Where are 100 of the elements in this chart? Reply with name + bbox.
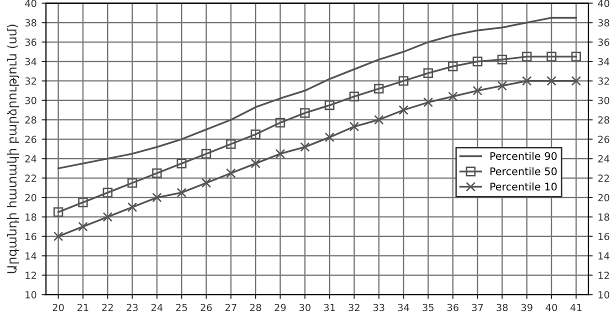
- y2-tick-label: 14: [598, 252, 610, 260]
- x-tick-label: 20: [52, 304, 64, 312]
- y-tick-label: 26: [25, 136, 36, 144]
- y2-tick-label: 24: [598, 155, 610, 162]
- point: [423, 68, 434, 78]
- x-tick-label: 33: [373, 304, 384, 312]
- point: [349, 92, 360, 102]
- point: [250, 129, 260, 140]
- point: [448, 61, 458, 72]
- point: [398, 105, 408, 115]
- y2-tick-label: 26: [598, 136, 610, 144]
- point: [374, 84, 384, 94]
- x-tick-label: 25: [176, 304, 187, 312]
- y-tick-label: 22: [25, 174, 36, 182]
- y-tick-label: 38: [25, 19, 36, 26]
- point: [275, 148, 286, 159]
- point: [201, 178, 212, 188]
- y2-tick-label: 18: [598, 213, 610, 221]
- y2-tick-label: 10: [598, 291, 610, 298]
- x-tick-label: 21: [77, 304, 88, 312]
- x-tick-label: 23: [126, 304, 138, 312]
- point: [324, 100, 334, 110]
- point: [522, 76, 532, 86]
- legend-label: Percentile 50: [490, 167, 557, 176]
- y2-tick-label: 28: [598, 116, 610, 124]
- y-tick-label: 30: [25, 96, 36, 104]
- legend-label: Percentile 10: [490, 182, 557, 191]
- y2-tick-label: 38: [598, 19, 610, 26]
- point: [546, 76, 556, 86]
- y2-tick-label: 40: [598, 0, 610, 8]
- point: [448, 92, 458, 102]
- point: [423, 97, 434, 108]
- point: [102, 188, 112, 198]
- x-tick-label: 29: [274, 304, 286, 312]
- point: [571, 52, 582, 62]
- point: [522, 52, 532, 62]
- point: [497, 54, 508, 64]
- y-tick-label: 40: [25, 0, 36, 8]
- point: [226, 139, 236, 149]
- point: [53, 207, 64, 217]
- y-tick-label: 28: [25, 116, 36, 124]
- point: [127, 202, 138, 212]
- point: [472, 56, 482, 66]
- y-tick-label: 34: [25, 58, 36, 66]
- x-tick-label: 28: [250, 304, 262, 312]
- y-tick-label: 18: [26, 213, 36, 221]
- x-tick-label: 24: [151, 304, 163, 312]
- x-tick-label: 38: [496, 304, 508, 312]
- y2-tick-label: 32: [598, 77, 609, 85]
- x-tick-label: 32: [348, 304, 360, 312]
- x-tick-label: 27: [225, 304, 236, 312]
- y2-tick-label: 34: [598, 58, 610, 66]
- point: [127, 178, 138, 188]
- point: [571, 76, 582, 86]
- y2-tick-label: 36: [598, 38, 610, 46]
- x-tick-label: 30: [299, 304, 310, 312]
- y2-tick-label: 20: [598, 194, 610, 202]
- x-tick-label: 41: [570, 304, 582, 312]
- point: [152, 192, 162, 202]
- point: [176, 188, 186, 198]
- point: [53, 231, 64, 242]
- y-tick-label: 10: [26, 291, 36, 298]
- x-tick-label: 36: [447, 304, 458, 312]
- point: [226, 168, 236, 178]
- point: [201, 148, 212, 159]
- x-tick-label: 37: [472, 304, 483, 312]
- point: [300, 108, 310, 118]
- y-tick-label: 20: [25, 194, 36, 202]
- x-tick-label: 22: [102, 304, 113, 312]
- point: [78, 197, 88, 208]
- x-tick-label: 34: [398, 304, 410, 312]
- point: [152, 168, 162, 178]
- y-tick-label: 12: [26, 272, 36, 279]
- y-tick-label: 32: [25, 77, 36, 85]
- point: [497, 80, 508, 91]
- point: [300, 142, 310, 152]
- point: [472, 86, 482, 96]
- point: [78, 222, 88, 232]
- point: [324, 132, 334, 142]
- x-tick-label: 31: [324, 304, 335, 312]
- y2-tick-label: 12: [598, 272, 609, 279]
- point: [176, 158, 186, 168]
- y2-tick-label: 22: [598, 174, 609, 182]
- y2-tick-label: 30: [598, 96, 610, 104]
- x-tick-label: 35: [422, 304, 434, 312]
- y-tick-label: 36: [25, 38, 36, 46]
- x-tick-label: 40: [546, 304, 558, 312]
- point: [102, 212, 112, 222]
- x-tick-label: 39: [521, 304, 532, 312]
- legend-label: Percentile 90: [490, 152, 557, 160]
- y-axis-title: Արգանդի հատակի բարձրություն (սմ): [6, 24, 20, 274]
- point: [374, 114, 384, 125]
- point: [398, 76, 408, 86]
- point: [275, 118, 286, 128]
- x-tick-label: 26: [200, 304, 212, 312]
- y-tick-label: 14: [26, 252, 36, 260]
- point: [349, 122, 360, 132]
- y-tick-label: 24: [25, 155, 36, 162]
- y2-tick-label: 16: [598, 232, 610, 240]
- y-tick-label: 16: [26, 232, 36, 240]
